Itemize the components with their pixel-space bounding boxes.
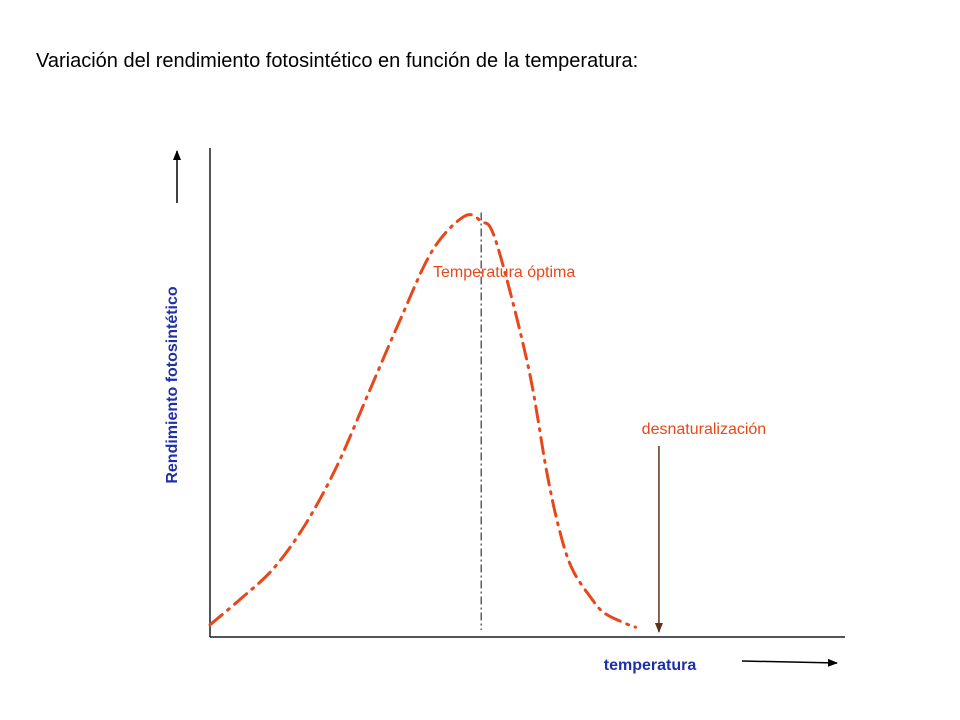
axes — [209, 148, 845, 638]
y-axis-title: Rendimiento fotosintético — [164, 286, 181, 484]
photosynthesis-curve — [208, 213, 637, 629]
page-title: Variación del rendimiento fotosintético … — [36, 50, 639, 72]
x-axis-direction-arrow — [741, 658, 838, 667]
x-axis-title: temperatura — [604, 657, 697, 674]
denaturation-label: desnaturalización — [642, 421, 767, 438]
